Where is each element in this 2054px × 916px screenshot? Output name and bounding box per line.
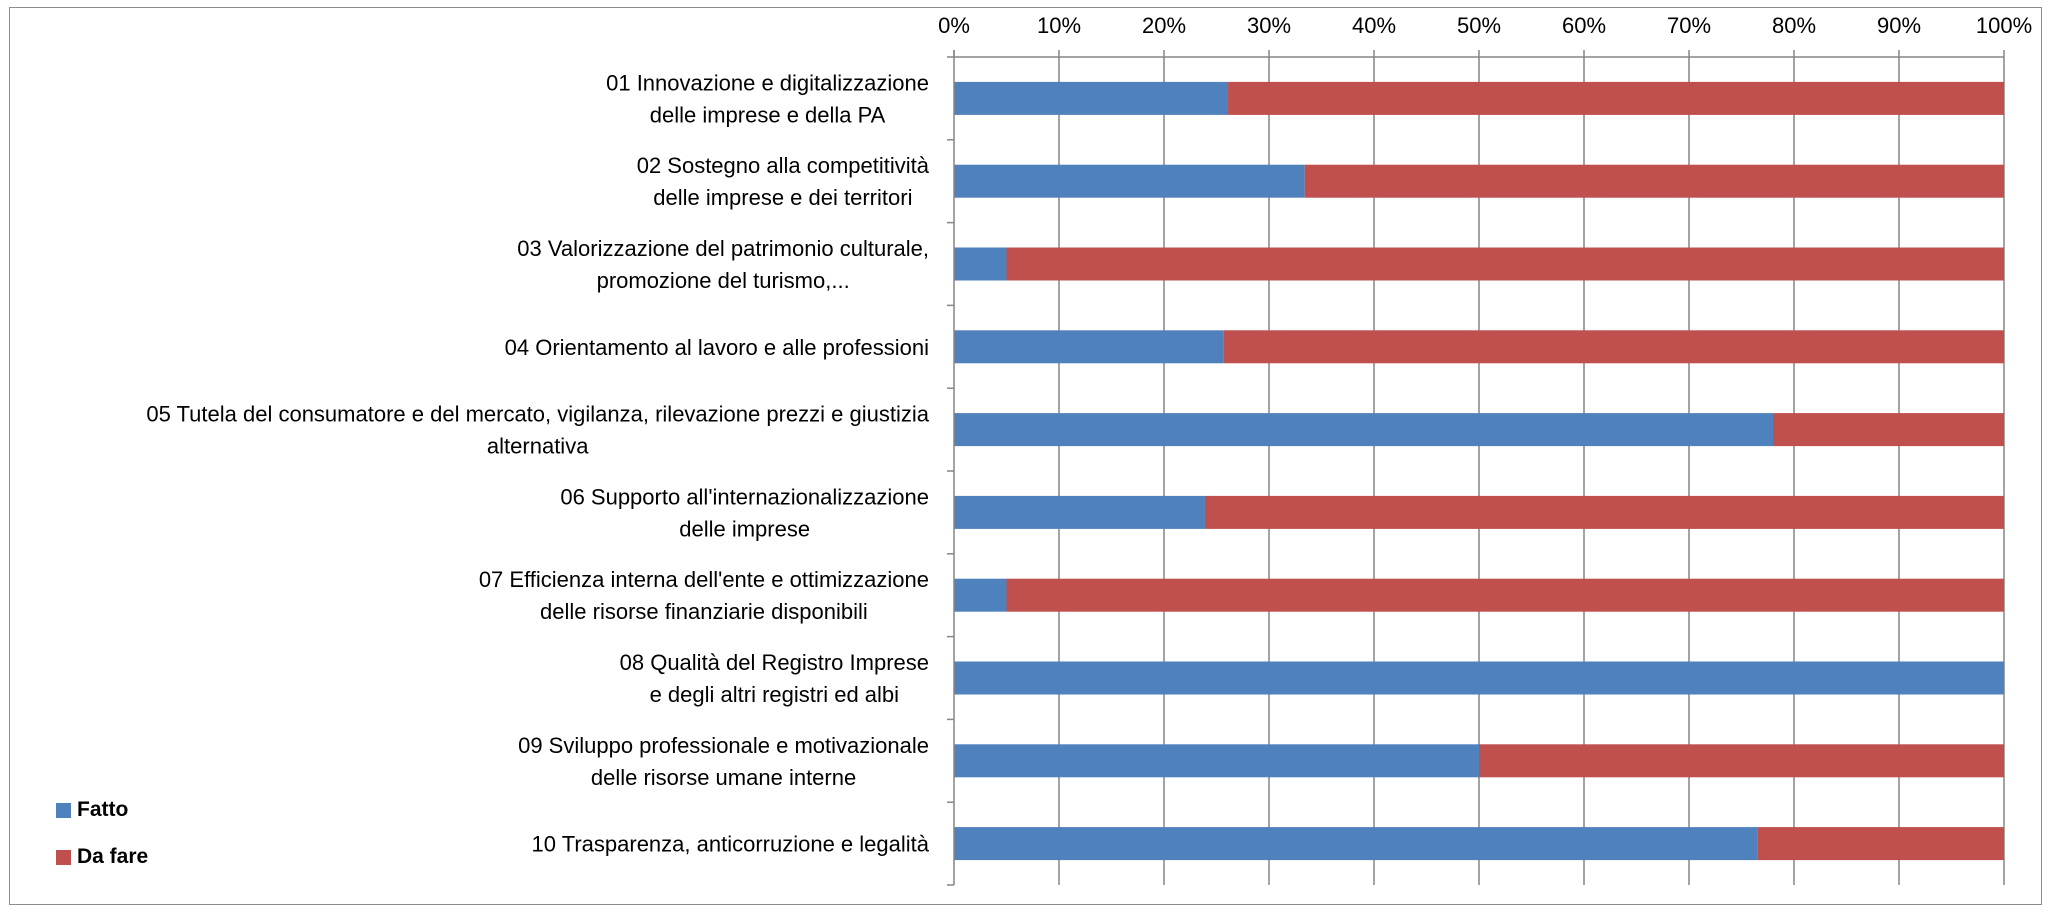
legend-swatch-fatto: [56, 802, 71, 818]
x-tick-label: 70%: [1667, 13, 1711, 38]
bar-da-fare: [1006, 247, 2004, 281]
category-label-line: promozione del turismo,...: [597, 268, 850, 293]
bar-fatto: [954, 164, 1305, 198]
bar-da-fare: [1223, 330, 2004, 364]
x-tick-label: 60%: [1562, 13, 1606, 38]
x-tick-label: 40%: [1352, 13, 1396, 38]
category-label-line: delle imprese: [679, 516, 810, 541]
bar-fatto: [954, 661, 2004, 695]
x-tick-label: 10%: [1037, 13, 1081, 38]
category-label-line: 05 Tutela del consumatore e del mercato,…: [146, 402, 929, 427]
bar-da-fare: [1006, 578, 2004, 612]
category-label-line: 09 Sviluppo professionale e motivazional…: [518, 733, 929, 758]
bar-fatto: [954, 827, 1758, 861]
bar-da-fare: [1228, 81, 2004, 115]
x-tick-label: 50%: [1457, 13, 1501, 38]
category-label-line: 08 Qualità del Registro Imprese: [620, 650, 929, 675]
x-tick-label: 80%: [1772, 13, 1816, 38]
bar-fatto: [954, 247, 1007, 281]
category-label-line: 10 Trasparenza, anticorruzione e legalit…: [532, 832, 930, 857]
category-label-line: e degli altri registri ed albi: [650, 682, 899, 707]
category-label-line: 07 Efficienza interna dell'ente e ottimi…: [479, 567, 929, 592]
x-tick-label: 30%: [1247, 13, 1291, 38]
bar-da-fare: [1204, 495, 2004, 529]
category-label-line: 04 Orientamento al lavoro e alle profess…: [505, 335, 929, 360]
legend-swatch-da-fare: [56, 849, 71, 865]
bar-da-fare: [1304, 164, 2004, 198]
legend-label-fatto: Fatto: [77, 798, 129, 821]
x-tick-label: 0%: [938, 13, 970, 38]
legend-item-fatto: Fatto: [56, 798, 129, 821]
category-label-line: delle imprese e della PA: [650, 102, 886, 127]
bar-da-fare: [1757, 827, 2004, 861]
bar-fatto: [954, 413, 1773, 447]
category-label-line: 02 Sostegno alla competitività: [637, 153, 930, 178]
category-label-line: 06 Supporto all'internazionalizzazione: [560, 484, 929, 509]
category-label-line: 03 Valorizzazione del patrimonio cultura…: [517, 236, 929, 261]
category-label-line: 01 Innovazione e digitalizzazione: [606, 70, 929, 95]
category-label-line: delle risorse finanziarie disponibili: [540, 599, 868, 624]
bar-da-fare: [1773, 413, 2004, 447]
bar-fatto: [954, 744, 1479, 778]
bar-da-fare: [1479, 744, 2004, 778]
bar-fatto: [954, 330, 1224, 364]
axes: 0% 10% 20% 30% 40% 50% 60% 70% 80% 90% 100%: [938, 13, 2032, 886]
legend-label-da-fare: Da fare: [77, 845, 149, 868]
bar-fatto: [954, 495, 1205, 529]
x-tick-label: 20%: [1142, 13, 1186, 38]
x-tick-label: 90%: [1877, 13, 1921, 38]
category-labels: 01 Innovazione e digitalizzazione delle i…: [146, 70, 929, 856]
legend-item-da-fare: Da fare: [56, 845, 149, 868]
category-label-line: delle risorse umane interne: [591, 765, 856, 790]
bars: [954, 81, 2004, 861]
category-label-line: delle imprese e dei territori: [653, 185, 912, 210]
bar-fatto: [954, 81, 1229, 115]
bar-fatto: [954, 578, 1007, 612]
category-label-line: alternativa: [487, 434, 589, 459]
x-tick-label: 100%: [1976, 13, 2032, 38]
